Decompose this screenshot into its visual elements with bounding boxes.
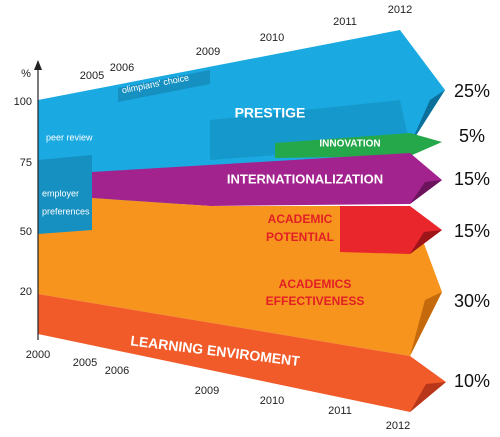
year-bottom: 2010 [260,395,284,407]
note: employer [42,188,79,198]
year-top: 2009 [196,46,220,58]
year-bottom: 2005 [73,357,97,369]
segment-label: INTERNATIONALIZATION [227,171,383,186]
year-top: 2011 [333,16,357,28]
segment-share: 15% [454,221,490,241]
year-top: 2005 [80,70,104,82]
segment-label: ACADEMIC [268,212,333,226]
year-bottom: 2011 [328,405,352,417]
y-tick: 20 [20,286,32,298]
segment-share: 25% [454,81,490,101]
y-tick: 50 [20,226,32,238]
segment-label: PRESTIGE [235,105,306,121]
segment-share: 30% [454,291,490,311]
note: preferences [42,206,90,216]
segment-share: 5% [459,126,485,146]
bands [38,30,446,412]
internationalization-band [92,153,442,206]
innovation-band [275,133,442,158]
potential-band [340,206,442,254]
effectiveness-side [410,292,442,356]
year-top: 2010 [260,32,284,44]
segment-share: 15% [454,169,490,189]
year-bottom: 2006 [105,365,129,377]
year-bottom: 2000 [26,349,50,361]
axis-unit: % [21,68,31,80]
employer-strip [38,155,92,236]
segment-share: 10% [454,371,490,391]
y-axis-arrow [34,60,42,70]
prestige-side [410,90,445,145]
year-top: 2012 [388,4,412,16]
year-bottom: 2012 [386,420,410,432]
year-top: 2006 [110,62,134,74]
potential-side [410,230,442,254]
segment-label: INNOVATION [319,139,380,150]
olimpians-strip [118,70,210,102]
learning-side [410,382,446,412]
year-bottom: 2009 [195,385,219,397]
segment-label: POTENTIAL [266,230,334,244]
y-tick: 100 [14,96,32,108]
segment-label: ACADEMICS [279,277,352,291]
internationalization-side [410,180,442,204]
learning-band [38,294,446,412]
y-tick: 75 [20,157,32,169]
segment-label: EFFECTIVENESS [266,294,365,308]
note: peer review [46,132,93,142]
